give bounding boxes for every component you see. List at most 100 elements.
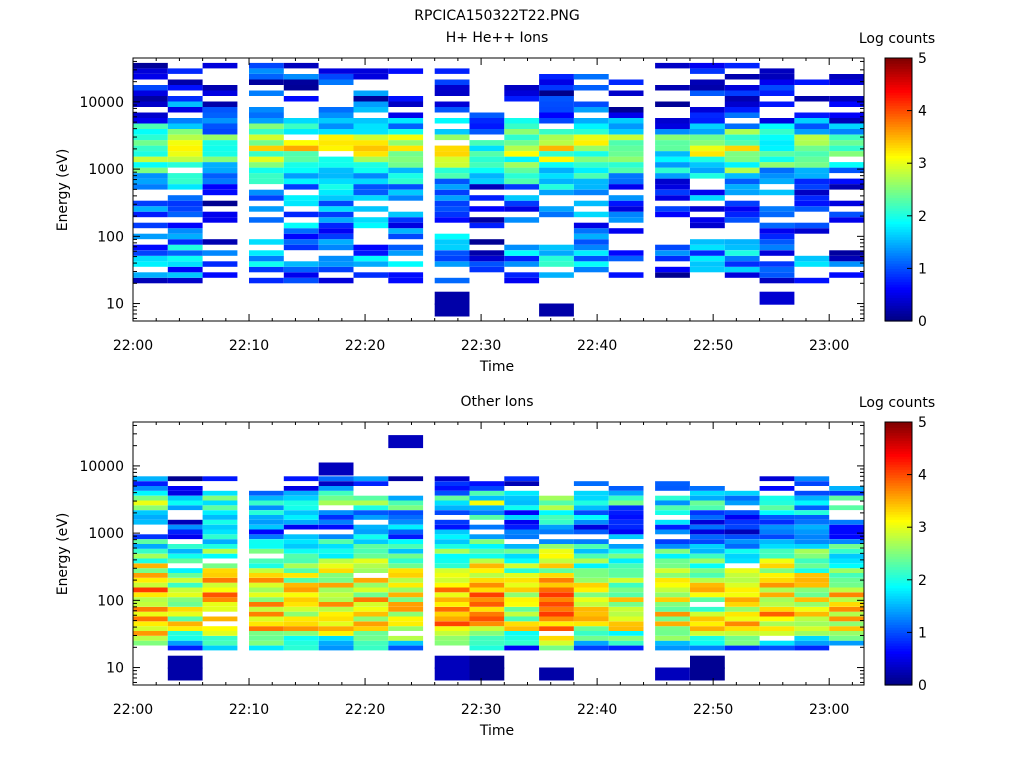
heatmap-cell: [202, 134, 238, 141]
heatmap-cell: [167, 239, 203, 245]
heatmap-cell: [573, 616, 609, 622]
heatmap-cell: [434, 505, 470, 511]
heatmap-cell: [539, 303, 574, 317]
heatmap-cell: [353, 178, 389, 185]
heatmap-cell: [133, 74, 168, 80]
heatmap-cell: [283, 515, 319, 520]
heatmap-cell: [759, 134, 795, 141]
heatmap-cell: [794, 563, 830, 569]
heatmap-cell: [318, 640, 354, 646]
heatmap-cell: [573, 228, 609, 234]
heatmap-cell: [388, 500, 424, 506]
heatmap-cell: [167, 140, 203, 146]
heatmap-cell: [434, 200, 470, 207]
colorbar-swatch: [885, 548, 912, 552]
heatmap-cell: [724, 217, 760, 223]
colorbar-swatch: [885, 661, 912, 665]
heatmap-cell: [724, 62, 760, 69]
heatmap-cell: [434, 655, 470, 669]
heatmap-cell: [573, 631, 609, 636]
heatmap-cell: [133, 162, 168, 168]
colorbar-swatch: [885, 619, 912, 623]
heatmap-cell: [202, 123, 238, 129]
heatmap-cell: [434, 500, 470, 506]
heatmap-cell: [759, 500, 795, 506]
heatmap-cell: [724, 582, 760, 588]
heatmap-cell: [318, 631, 354, 636]
heatmap-cell: [724, 539, 760, 544]
heatmap-cell: [539, 184, 574, 190]
heatmap-cell: [504, 548, 540, 554]
heatmap-cell: [608, 640, 644, 646]
heatmap-cell: [388, 272, 424, 278]
heatmap-cell: [353, 107, 389, 113]
heatmap-cell: [608, 217, 644, 223]
heatmap-cell: [167, 577, 203, 583]
heatmap-cell: [655, 616, 690, 622]
heatmap-cell: [133, 548, 168, 554]
heatmap-cell: [167, 101, 203, 107]
heatmap-cell: [469, 239, 505, 245]
colorbar-swatch: [885, 157, 912, 162]
heatmap-cell: [794, 515, 830, 520]
heatmap-cell: [283, 645, 319, 651]
heatmap-cell: [167, 200, 203, 207]
heatmap-cell: [504, 167, 540, 174]
heatmap-cell: [573, 645, 609, 651]
heatmap-cell: [469, 616, 505, 622]
heatmap-cell: [202, 167, 238, 174]
colorbar-swatch: [885, 205, 912, 209]
heatmap-cell: [690, 90, 725, 96]
heatmap-cell: [133, 626, 168, 631]
heatmap-cell: [829, 587, 864, 593]
colorbar-swatch: [885, 171, 912, 175]
heatmap-cell: [759, 616, 795, 622]
heatmap-cell: [539, 602, 574, 607]
heatmap-cell: [759, 495, 795, 501]
x-tick-label: 22:40: [577, 702, 617, 718]
heatmap-cell: [829, 495, 864, 501]
colorbar-swatch: [885, 197, 912, 201]
heatmap-cell: [655, 640, 690, 646]
heatmap-cell: [829, 534, 864, 540]
heatmap-cell: [167, 277, 203, 284]
heatmap-cell: [759, 519, 795, 525]
heatmap-cell: [434, 573, 470, 578]
heatmap-cell: [794, 195, 830, 201]
heatmap-cell: [388, 118, 424, 124]
heatmap-cell: [283, 553, 319, 559]
heatmap-cell: [573, 123, 609, 129]
heatmap-cell: [829, 261, 864, 267]
colorbar-swatch: [885, 65, 912, 70]
heatmap-cell: [469, 573, 505, 578]
heatmap-cell: [318, 486, 354, 491]
heatmap-cell: [573, 568, 609, 573]
heatmap-cell: [202, 62, 238, 69]
heatmap-cell: [469, 626, 505, 631]
colorbar-swatch: [885, 176, 912, 180]
colorbar-swatch: [885, 445, 912, 449]
heatmap-cell: [829, 140, 864, 146]
heatmap-cell: [353, 145, 389, 152]
colorbar-swatch: [885, 318, 912, 322]
heatmap-cell: [690, 156, 725, 163]
heatmap-cell: [202, 645, 238, 651]
heatmap-cell: [759, 162, 795, 168]
heatmap-cell: [539, 558, 574, 564]
heatmap-cell: [318, 167, 354, 174]
heatmap-cell: [167, 244, 203, 251]
heatmap-cell: [283, 544, 319, 549]
colorbar-swatch: [885, 598, 912, 602]
heatmap-cell: [573, 233, 609, 240]
heatmap-cell: [573, 563, 609, 569]
colorbar-swatch: [885, 118, 912, 122]
heatmap-cell: [388, 645, 424, 651]
heatmap-cell: [724, 74, 760, 80]
heatmap-cell: [202, 118, 238, 124]
heatmap-cell: [655, 156, 690, 163]
heatmap-cell: [690, 577, 725, 583]
colorbar-swatch: [885, 585, 912, 589]
heatmap-cell: [504, 524, 540, 530]
colorbar-swatch: [885, 621, 912, 626]
heatmap-cell: [759, 606, 795, 612]
